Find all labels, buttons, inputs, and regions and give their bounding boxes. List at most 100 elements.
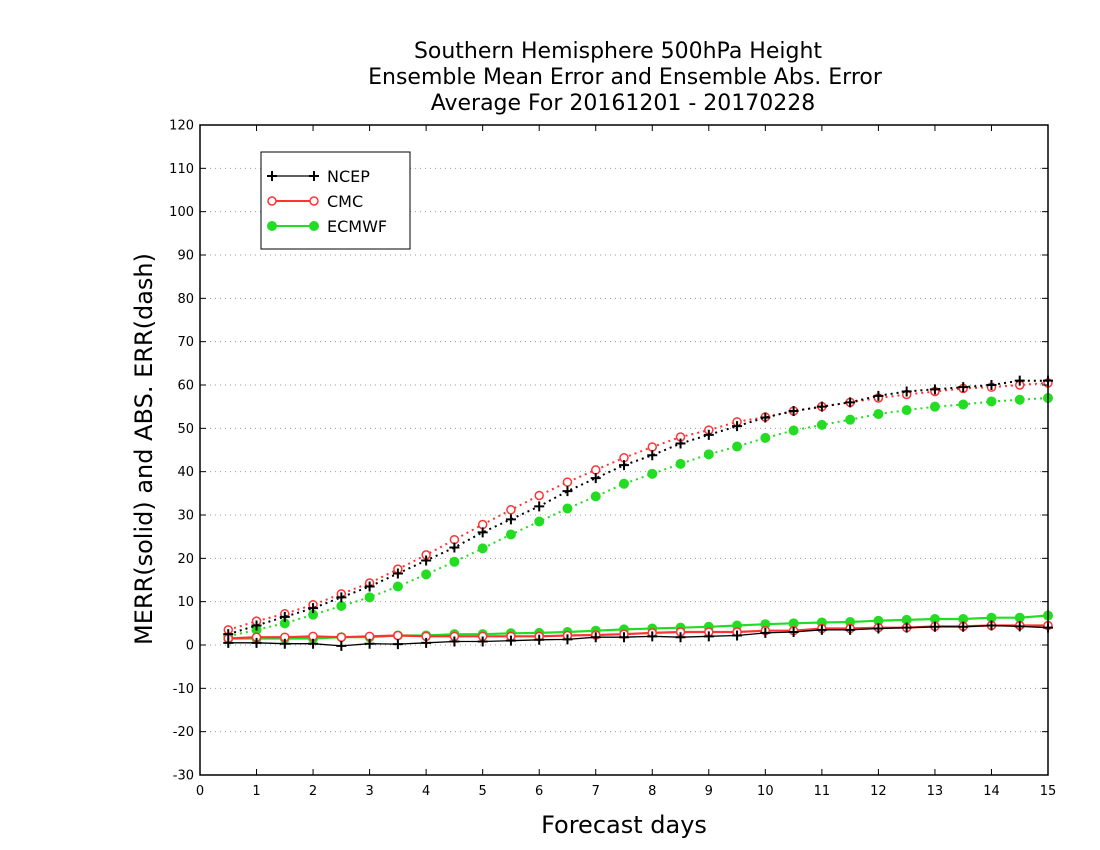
y-tick-label: -30 (173, 769, 194, 784)
legend-item-ncep: NCEP (267, 167, 370, 186)
ncep-abs-err-line (228, 379, 1048, 636)
ncep-abs-err-point (816, 401, 827, 412)
ncep-abs-err-point (505, 514, 516, 525)
ecmwf-abs-err-point (590, 491, 601, 502)
title-line-3: Average For 20161201 - 20170228 (431, 91, 816, 116)
series-cmc (223, 378, 1053, 644)
cmc-abs-err-point (534, 490, 544, 501)
legend-item-cmc: CMC (267, 192, 363, 211)
ncep-abs-err-point (279, 611, 290, 622)
y-tick-label: 50 (177, 422, 194, 437)
cmc-abs-err-point (647, 442, 658, 452)
ecmwf-abs-err-point (477, 543, 488, 554)
legend-label-cmc: CMC (327, 192, 363, 211)
ncep-merr-point (421, 637, 432, 648)
gridlines (200, 167, 1048, 733)
x-tick-label: 8 (648, 784, 656, 799)
ncep-merr-point (449, 636, 460, 647)
cmc-merr-point (393, 630, 403, 641)
x-tick-label: 3 (365, 784, 373, 799)
ncep-abs-err-point (703, 429, 714, 440)
ncep-merr-point (732, 630, 743, 641)
ncep-abs-err-point (760, 412, 771, 423)
legend-marker-ncep (267, 171, 277, 181)
ecmwf-abs-err-line (228, 397, 1049, 638)
ncep-merr-point (929, 621, 940, 632)
ecmwf-abs-err-point (505, 529, 516, 540)
ecmwf-abs-err-point (421, 569, 432, 580)
ncep-merr-point (477, 636, 488, 647)
ecmwf-abs-err-point (760, 432, 771, 443)
ncep-abs-err-point (308, 603, 319, 614)
ncep-merr-point (845, 624, 856, 635)
ecmwf-abs-err-point (788, 425, 799, 436)
x-tick-label: 14 (983, 784, 1000, 799)
ncep-abs-err-point (901, 386, 912, 397)
legend-label-ecmwf: ECMWF (327, 217, 387, 236)
ncep-abs-err-point (845, 397, 856, 408)
ecmwf-abs-err-point (675, 458, 686, 469)
y-tick-label: -10 (173, 682, 194, 697)
ecmwf-abs-err-point (1014, 394, 1025, 405)
ncep-abs-err-point (873, 390, 884, 401)
cmc-merr-point (336, 632, 347, 642)
y-tick-label: 70 (177, 335, 194, 350)
ncep-merr-point (336, 640, 347, 651)
ncep-abs-err-point (392, 568, 403, 579)
legend-marker-cmc (267, 196, 277, 206)
title-line-2: Ensemble Mean Error and Ensemble Abs. Er… (368, 65, 883, 90)
legend-marker-ncep (309, 171, 319, 181)
title-line-1: Southern Hemisphere 500hPa Height (414, 39, 822, 64)
x-tick-label: 0 (196, 784, 204, 799)
ncep-abs-err-point (421, 555, 432, 566)
ncep-abs-err-point (958, 382, 969, 393)
ncep-abs-err-point (788, 406, 799, 416)
ncep-merr-point (816, 624, 827, 635)
series-ncep (223, 375, 1053, 651)
cmc-abs-err-line (228, 381, 1049, 631)
ecmwf-abs-err-point (845, 414, 856, 425)
ncep-merr-point (958, 621, 969, 632)
ncep-merr-point (364, 638, 375, 649)
ncep-abs-err-point (534, 501, 545, 512)
ncep-merr-point (760, 627, 771, 638)
ncep-merr-point (873, 623, 884, 634)
ncep-merr-point (562, 634, 573, 645)
ecmwf-abs-err-point (562, 503, 573, 514)
ecmwf-abs-err-point (392, 581, 403, 592)
ncep-merr-point (279, 638, 290, 649)
ecmwf-abs-err-point (364, 592, 375, 603)
chart-title: Southern Hemisphere 500hPa Height Ensemb… (368, 39, 883, 116)
ecmwf-abs-err-point (703, 449, 714, 460)
y-tick-label: 60 (177, 379, 194, 394)
y-axis-label: MERR(solid) and ABS. ERR(dash) (130, 253, 158, 645)
ecmwf-abs-err-point (929, 401, 940, 412)
ecmwf-abs-err-point (336, 601, 347, 611)
legend-label-ncep: NCEP (327, 167, 370, 186)
ncep-abs-err-point (251, 620, 262, 631)
ncep-abs-err-point (590, 473, 601, 484)
ncep-abs-err-point (449, 542, 460, 553)
ncep-merr-point (392, 639, 403, 650)
ncep-merr-point (703, 631, 714, 642)
x-tick-label: 10 (757, 784, 774, 799)
ncep-abs-err-point (732, 421, 743, 432)
plot-area-frame (199, 124, 1049, 776)
ecmwf-abs-err-point (449, 556, 460, 567)
ncep-abs-err-point (477, 527, 488, 538)
ncep-merr-point (505, 635, 516, 646)
legend-marker-ecmwf (309, 221, 319, 231)
ncep-merr-point (619, 632, 629, 643)
x-tick-label: 7 (592, 784, 600, 799)
series-ecmwf (223, 393, 1053, 644)
ncep-merr-point (675, 632, 686, 643)
x-tick-label: 12 (870, 784, 887, 799)
y-tick-label: 120 (169, 119, 194, 134)
ncep-abs-err-point (223, 629, 234, 640)
x-tick-label: 6 (535, 784, 543, 799)
ncep-abs-err-point (562, 486, 573, 497)
ncep-merr-point (590, 632, 601, 643)
ncep-abs-err-point (986, 380, 997, 390)
cmc-abs-err-point (590, 465, 601, 475)
